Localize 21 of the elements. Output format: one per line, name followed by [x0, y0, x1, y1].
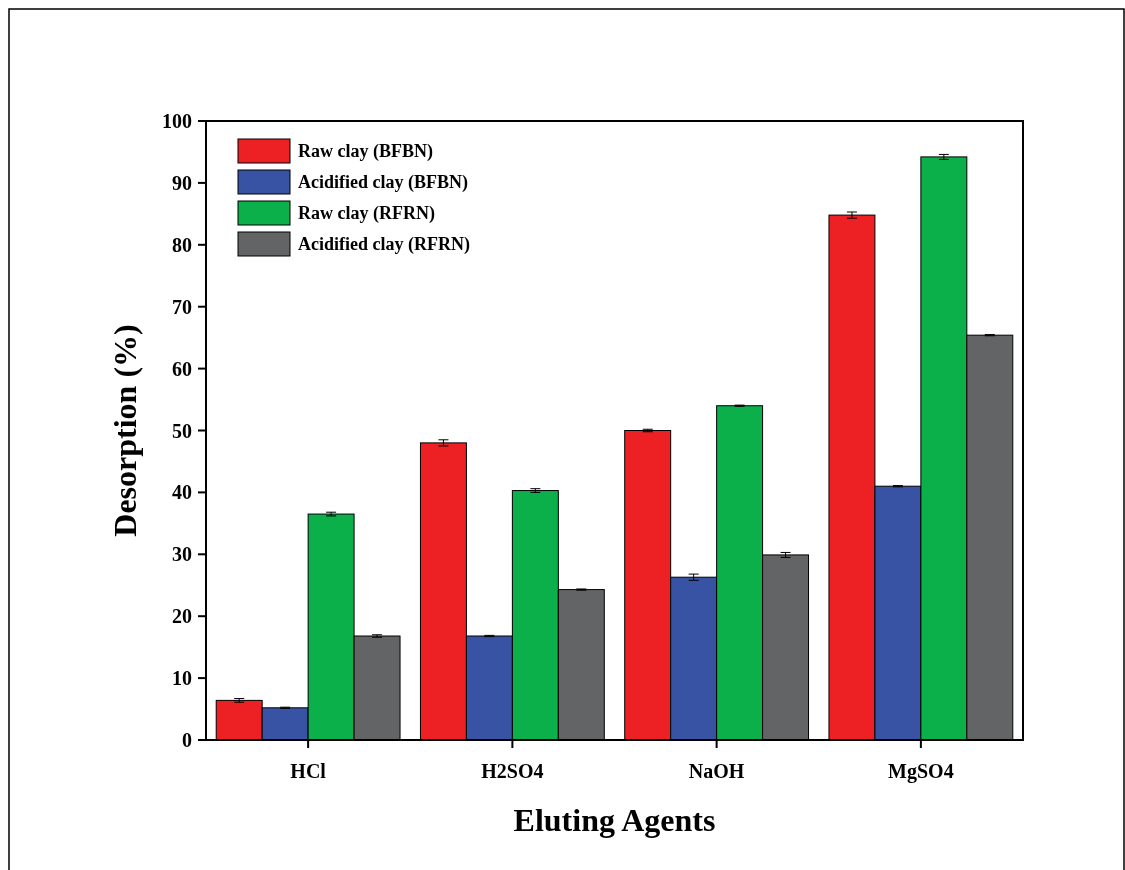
- y-tick-label: 80: [172, 233, 192, 256]
- y-tick-label: 60: [172, 357, 192, 380]
- y-tick-label: 20: [172, 605, 192, 628]
- x-tick-label: H2SO4: [481, 760, 544, 782]
- legend-label: Acidified clay (BFBN): [298, 172, 468, 194]
- y-tick-label: 70: [172, 295, 192, 318]
- legend-label: Raw clay (RFRN): [298, 203, 435, 225]
- x-tick-label: MgSO4: [888, 760, 954, 783]
- x-axis-title: Eluting Agents: [513, 802, 716, 838]
- y-tick-label: 90: [172, 171, 192, 194]
- y-axis-title: Desorption (%): [107, 324, 143, 537]
- y-tick-label: 50: [172, 419, 192, 442]
- y-tick-label: 0: [182, 729, 192, 751]
- x-tick-label: HCl: [290, 760, 327, 782]
- x-tick-label: NaOH: [688, 760, 745, 782]
- legend-label: Acidified clay (RFRN): [298, 234, 470, 256]
- y-tick-label: 40: [172, 481, 192, 504]
- legend-label: Raw clay (BFBN): [298, 141, 433, 163]
- y-tick-label: 100: [162, 110, 192, 132]
- y-tick-label: 30: [172, 543, 192, 566]
- y-tick-label: 10: [172, 667, 192, 690]
